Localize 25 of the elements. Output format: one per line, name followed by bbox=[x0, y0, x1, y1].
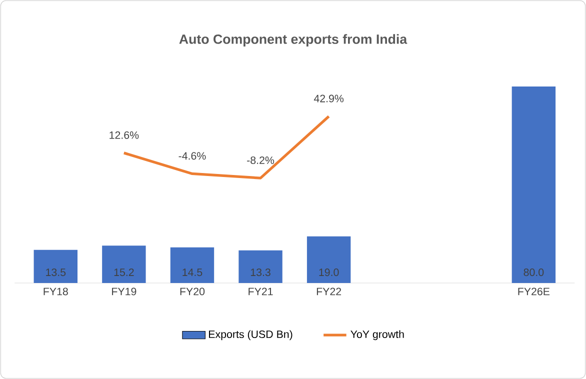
data-label: 12.6% bbox=[110, 131, 139, 139]
x-tick-label: FY19 bbox=[112, 288, 136, 296]
bar bbox=[512, 86, 556, 284]
x-tick-label: FY26E bbox=[518, 288, 550, 296]
bar bbox=[170, 247, 214, 284]
x-tick-label: FY18 bbox=[44, 288, 68, 296]
data-label: -8.2% bbox=[247, 156, 274, 164]
data-label: 14.5 bbox=[182, 268, 202, 276]
data-label: 19.0 bbox=[319, 268, 339, 276]
bar bbox=[102, 246, 146, 284]
bar bbox=[34, 250, 78, 284]
x-tick-label: FY20 bbox=[180, 288, 205, 296]
data-label: -4.6% bbox=[178, 152, 206, 160]
bar bbox=[238, 250, 282, 284]
x-tick-label: FY21 bbox=[248, 288, 273, 296]
legend-label: Exports (USD Bn) bbox=[209, 330, 292, 340]
legend-label: YoY growth bbox=[350, 330, 404, 340]
data-label: 80.0 bbox=[524, 268, 544, 276]
x-tick-label: FY22 bbox=[316, 288, 342, 296]
chart-title: Auto Component exports from India bbox=[179, 34, 408, 47]
bar bbox=[306, 236, 351, 284]
data-label: 42.9% bbox=[314, 94, 344, 102]
data-label: 15.2 bbox=[114, 268, 134, 276]
data-label: 13.3 bbox=[250, 268, 270, 276]
data-label: 13.5 bbox=[46, 268, 66, 276]
